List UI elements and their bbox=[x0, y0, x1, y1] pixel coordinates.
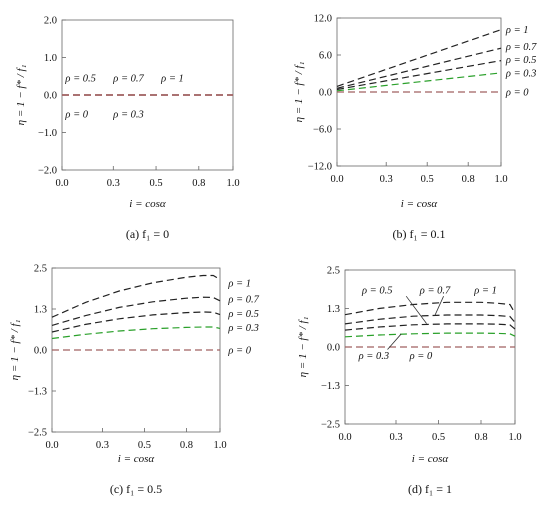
x-axis-label: i = cosα bbox=[401, 198, 438, 210]
y-tick-label: −12.0 bbox=[308, 162, 332, 173]
chart-panel-d: 2.51.30.0−1.3−2.50.0 0.3 0.5 0.8 1.0ρ = 0.5 ρ… bbox=[297, 266, 522, 497]
annotation-arrow bbox=[387, 333, 402, 350]
y-tick-label: 1.3 bbox=[327, 304, 340, 315]
x-axis-label: i = cosα bbox=[118, 453, 155, 465]
series-line bbox=[336, 47, 502, 89]
x-tick-label: 0.8 bbox=[462, 174, 475, 185]
y-tick-label: 2.5 bbox=[34, 264, 47, 275]
x-tick-label: 0.5 bbox=[432, 432, 445, 443]
x-tick-label: 1.0 bbox=[494, 174, 507, 185]
x-tick-label: 0.8 bbox=[192, 178, 205, 189]
panel-caption: (d) f₁ = 1 bbox=[408, 482, 452, 496]
series-label: ρ = 0 bbox=[64, 109, 88, 120]
x-tick-label: 0.5 bbox=[421, 174, 434, 185]
series-label: ρ = 0.3 bbox=[112, 109, 144, 120]
series-line bbox=[336, 60, 502, 91]
y-tick-label: 0.0 bbox=[319, 88, 332, 99]
y-tick-label: −2.5 bbox=[28, 428, 47, 439]
panel-caption: (c) f₁ = 0.5 bbox=[110, 482, 162, 496]
x-tick-label: 0.5 bbox=[138, 440, 151, 451]
series-label: ρ = 0.7 bbox=[112, 74, 144, 85]
series-label: ρ = 0 bbox=[505, 88, 529, 99]
series-line bbox=[51, 296, 221, 326]
x-tick-label: 0.0 bbox=[45, 440, 58, 451]
x-tick-label: 1.0 bbox=[213, 440, 226, 451]
series-line bbox=[344, 301, 516, 316]
y-tick-label: −1.0 bbox=[38, 128, 57, 139]
x-tick-label: 0.3 bbox=[107, 178, 120, 189]
chart-panel-c: 2.51.30.0−1.3−2.50.0 0.3 0.5 0.8 1.0ρ = 1ρ =… bbox=[9, 264, 260, 497]
series-label: ρ = 0.7 bbox=[505, 42, 537, 53]
panel-caption: (b) f₁ = 0.1 bbox=[393, 227, 446, 241]
series-label: ρ = 0.7 bbox=[419, 286, 451, 297]
x-tick-label: 0.3 bbox=[380, 174, 393, 185]
series-label: ρ = 0 bbox=[409, 351, 433, 362]
y-axis-label: η = 1 − f* / f₁ bbox=[297, 316, 309, 377]
x-tick-label: 0.5 bbox=[149, 178, 162, 189]
y-tick-label: 0.0 bbox=[44, 91, 57, 102]
chart-panel-a: 2.01.00.0−1.0−2.00.0 0.3 0.5 0.8 1.0ρ = 0.5 ρ… bbox=[15, 16, 240, 242]
panel-caption: (a) f₁ = 0 bbox=[126, 227, 169, 241]
series-label: ρ = 0 bbox=[227, 346, 251, 357]
x-tick-label: 0.3 bbox=[389, 432, 402, 443]
x-tick-label: 0.0 bbox=[55, 178, 68, 189]
annotation-arrow bbox=[405, 295, 427, 324]
series-label: ρ = 0.5 bbox=[227, 309, 259, 320]
y-tick-label: −1.3 bbox=[321, 381, 340, 392]
y-tick-label: −6.0 bbox=[313, 125, 332, 136]
series-line bbox=[336, 29, 502, 87]
y-tick-label: 0.0 bbox=[327, 343, 340, 354]
series-label: ρ = 1 bbox=[227, 278, 251, 289]
series-label: ρ = 0.5 bbox=[505, 55, 537, 66]
series-line bbox=[344, 332, 516, 338]
y-tick-label: −1.3 bbox=[28, 387, 47, 398]
series-line bbox=[344, 314, 516, 325]
x-tick-label: 1.0 bbox=[226, 178, 239, 189]
y-axis-label: η = 1 − f* / f₁ bbox=[9, 319, 21, 380]
x-tick-label: 0.8 bbox=[474, 432, 487, 443]
x-axis-label: i = cosα bbox=[412, 453, 449, 465]
y-tick-label: 0.0 bbox=[34, 346, 47, 357]
series-label: ρ = 0.3 bbox=[358, 351, 390, 362]
series-line bbox=[51, 274, 221, 318]
y-tick-label: 2.0 bbox=[44, 16, 57, 27]
series-line bbox=[344, 323, 516, 331]
y-tick-label: 1.3 bbox=[34, 305, 47, 316]
y-tick-label: 12.0 bbox=[314, 14, 332, 25]
x-tick-label: 0.8 bbox=[180, 440, 193, 451]
series-label: ρ = 1 bbox=[160, 74, 184, 85]
series-label: ρ = 0.5 bbox=[361, 286, 393, 297]
chart-panel-b: 12.06.00.0−6.0−12.00.0 0.3 0.5 0.8 1.0ρ = 1ρ… bbox=[293, 14, 537, 242]
series-line bbox=[51, 326, 221, 340]
series-label: ρ = 1 bbox=[473, 286, 497, 297]
annotation-arrow bbox=[434, 296, 444, 316]
x-tick-label: 1.0 bbox=[508, 432, 521, 443]
series-label: ρ = 0.5 bbox=[64, 74, 96, 85]
y-tick-label: 6.0 bbox=[319, 51, 332, 62]
series-label: ρ = 0.3 bbox=[505, 68, 537, 79]
series-label: ρ = 0.3 bbox=[227, 323, 259, 334]
y-tick-label: −2.5 bbox=[321, 420, 340, 431]
x-axis-label: i = cosα bbox=[129, 198, 166, 210]
y-tick-label: 1.0 bbox=[44, 53, 57, 64]
y-axis-label: η = 1 − f* / f₁ bbox=[293, 61, 305, 122]
y-axis-label: η = 1 − f* / f₁ bbox=[15, 64, 27, 125]
x-tick-label: 0.0 bbox=[330, 174, 343, 185]
series-line bbox=[336, 72, 502, 92]
x-tick-label: 0.0 bbox=[338, 432, 351, 443]
y-tick-label: 2.5 bbox=[327, 266, 340, 277]
y-tick-label: −2.0 bbox=[38, 166, 57, 177]
x-tick-label: 0.3 bbox=[96, 440, 109, 451]
series-label: ρ = 1 bbox=[505, 25, 529, 36]
series-line bbox=[51, 311, 221, 333]
series-label: ρ = 0.7 bbox=[227, 295, 259, 306]
